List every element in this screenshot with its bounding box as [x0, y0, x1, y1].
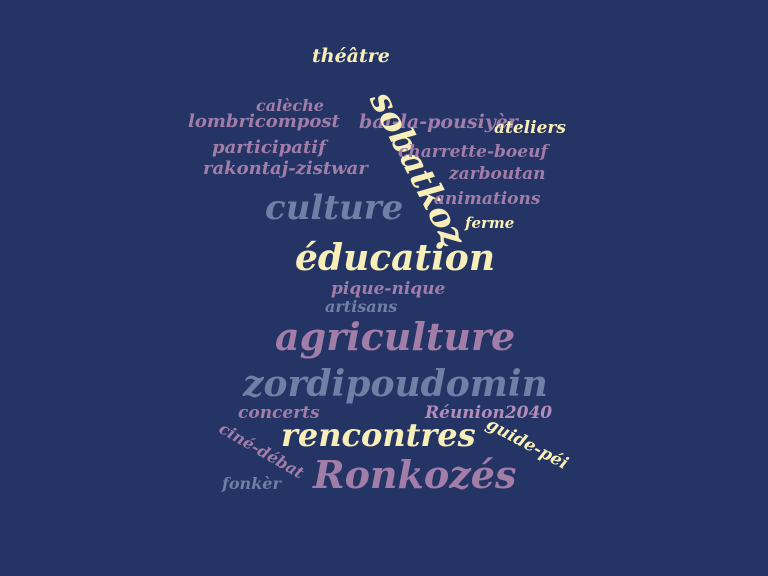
word-artisans: artisans	[325, 297, 398, 316]
word-education: éducation	[295, 237, 495, 279]
word-ferme: ferme	[465, 214, 515, 232]
word-charrette-boeuf: charrette-boeuf	[398, 142, 548, 162]
word-bal-la-pousiyer: bal-la-pousiyèr	[359, 111, 518, 133]
word-pique-nique: pique-nique	[331, 279, 446, 299]
word-lombricompost: lombricompost	[188, 111, 340, 132]
word-participatif: participatif	[212, 137, 326, 158]
word-theatre: théâtre	[312, 45, 390, 67]
word-concerts: concerts	[238, 403, 320, 423]
word-zordipoudomin: zordipoudomin	[243, 363, 548, 405]
word-caleche: calèche	[256, 96, 324, 115]
word-ateliers: ateliers	[494, 118, 566, 138]
word-animations: animations	[434, 189, 541, 209]
word-ronkozes: Ronkozés	[313, 452, 517, 497]
word-fonker: fonkèr	[222, 474, 281, 493]
word-culture: culture	[265, 188, 404, 228]
word-rencontres: rencontres	[281, 416, 476, 454]
word-agriculture: agriculture	[275, 314, 516, 359]
word-rakontaj-zistwar: rakontaj-zistwar	[203, 158, 368, 179]
word-zarboutan: zarboutan	[449, 164, 546, 184]
word-reunion2040: Réunion2040	[425, 403, 553, 423]
